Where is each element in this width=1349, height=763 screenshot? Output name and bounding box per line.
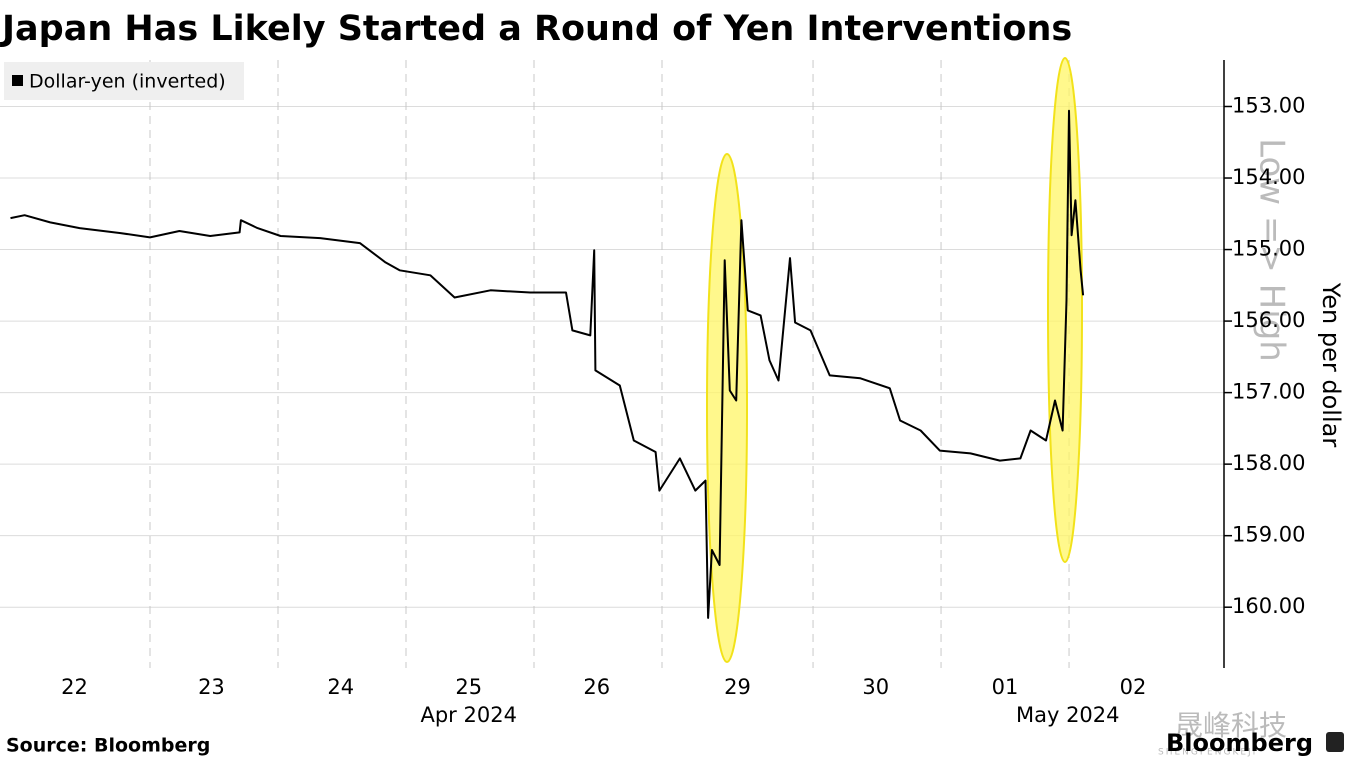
chart-title: Japan Has Likely Started a Round of Yen … [0,9,1072,49]
source: Source: Bloomberg [6,735,210,757]
brand: Bloomberg [1166,729,1313,757]
x-tick-label: 30 [862,675,889,699]
x-tick-label: 01 [992,675,1019,699]
legend-label: Dollar-yen (inverted) [29,71,226,93]
x-tick-label: 29 [724,675,751,699]
annotation: Low => High [1252,138,1292,362]
month-label: May 2024 [1016,703,1120,727]
watermark: 晟峰科技 [1175,709,1287,742]
highlight-ellipse [706,153,748,663]
y-tick-label: 160.00 [1232,594,1305,618]
y-tick-label: 156.00 [1232,308,1305,332]
legend [4,62,244,100]
x-tick-label: 25 [455,675,482,699]
brand-icon [1326,732,1344,752]
x-tick-label: 02 [1120,675,1147,699]
y-tick-label: 157.00 [1232,380,1305,404]
highlight-ellipse [1047,57,1083,563]
y-tick-label: 155.00 [1232,237,1305,261]
x-tick-label: 24 [327,675,354,699]
y-tick-label: 153.00 [1232,93,1305,117]
legend-swatch [12,75,23,86]
x-tick-label: 26 [583,675,610,699]
y-tick-label: 159.00 [1232,523,1305,547]
y-tick-label: 154.00 [1232,165,1305,189]
y-axis-label: Yen per dollar [1317,282,1345,448]
line-series [10,109,1085,619]
y-tick-label: 158.00 [1232,451,1305,475]
plot-area [0,57,1224,668]
x-tick-label: 23 [198,675,225,699]
x-tick-label: 22 [61,675,88,699]
watermark-sub: SHENGFENGKEJI [1158,748,1257,758]
month-label: Apr 2024 [420,703,516,727]
